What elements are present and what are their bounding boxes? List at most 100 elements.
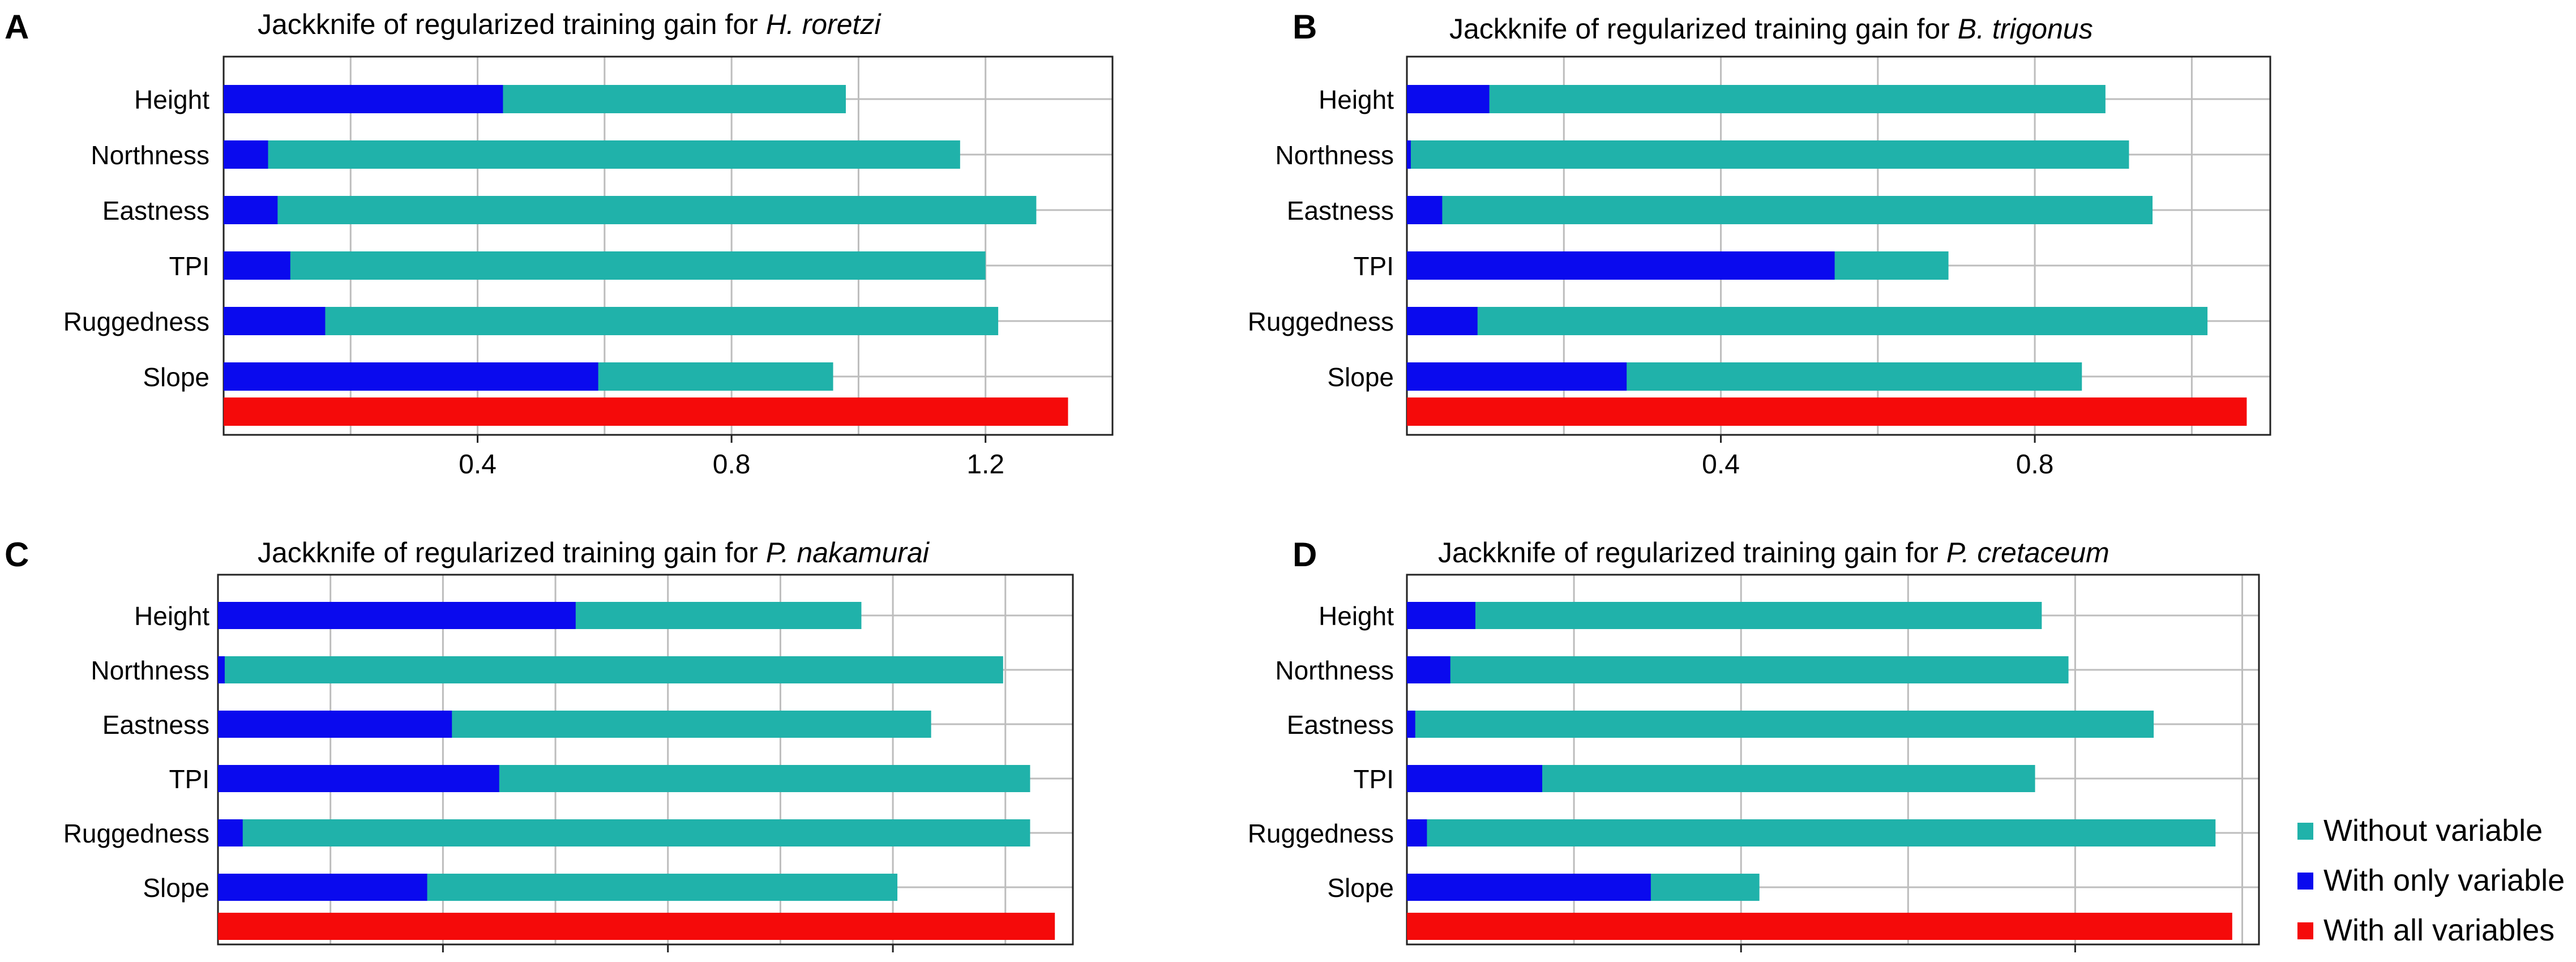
bar-without-ruggedness: [218, 819, 1030, 846]
category-label: TPI: [169, 764, 209, 794]
bar-with-all: [224, 397, 1068, 426]
legend: Without variable With only variable With a…: [2297, 814, 2565, 947]
bar-without-northness: [1407, 140, 2129, 169]
chart-panel-d: D Jackknife of regularized training gain …: [1248, 536, 2260, 962]
chart-title-prefix: Jackknife of regularized training gain f…: [258, 537, 766, 568]
bar-with-only-eastness: [1407, 711, 1415, 738]
plot-frame: [1406, 55, 2271, 436]
category-label: Ruggedness: [63, 819, 209, 848]
category-label: Northness: [91, 140, 209, 170]
legend-label: Without variable: [2323, 814, 2543, 848]
category-label: Height: [1319, 601, 1394, 631]
chart-title: Jackknife of regularized training gain f…: [258, 537, 930, 568]
x-tick-label: 0.2: [649, 959, 687, 962]
x-tick-label: 0.8: [2016, 450, 2054, 480]
category-label: Height: [134, 601, 209, 631]
bar-with-only-tpi: [218, 765, 499, 792]
bar-without-northness: [224, 140, 960, 169]
category-label: Northness: [1275, 656, 1394, 685]
category-label: Ruggedness: [63, 307, 209, 336]
bar-with-only-ruggedness: [218, 819, 243, 846]
chart-panel-c: C Jackknife of regularized training gain …: [5, 536, 1074, 962]
panel-label: C: [5, 536, 29, 574]
bar-without-ruggedness: [1407, 819, 2216, 846]
category-label: Eastness: [102, 710, 209, 739]
chart-panel-b: B Jackknife of regularized training gain …: [1248, 8, 2271, 480]
bar-without-ruggedness: [224, 307, 999, 335]
bar-with-only-height: [1407, 602, 1475, 629]
x-tick-label: 0.2: [1722, 959, 1760, 962]
legend-label: With all variables: [2323, 913, 2554, 947]
category-label: Ruggedness: [1248, 819, 1394, 848]
x-tick-label: 0.1: [424, 959, 462, 962]
legend-label: With only variable: [2323, 863, 2565, 897]
bar-with-only-northness: [224, 140, 268, 169]
bar-with-only-height: [218, 602, 576, 629]
chart-panel-a: A Jackknife of regularized training gain …: [5, 8, 1114, 480]
bar-without-eastness: [1407, 196, 2153, 224]
category-label: Eastness: [1287, 710, 1394, 739]
category-label: Eastness: [1287, 196, 1394, 225]
x-tick-label: 0.3: [874, 959, 912, 962]
chart-title: Jackknife of regularized training gain f…: [1438, 537, 2109, 568]
category-label: TPI: [169, 251, 209, 281]
bar-with-only-eastness: [218, 711, 452, 738]
chart-title-prefix: Jackknife of regularized training gain f…: [1449, 13, 1958, 45]
category-label: Northness: [91, 656, 209, 685]
bar-with-only-ruggedness: [1407, 819, 1427, 846]
bar-with-only-height: [224, 85, 503, 113]
bar-with-all: [1407, 397, 2247, 426]
bar-without-ruggedness: [1407, 307, 2208, 335]
category-label: Slope: [1327, 873, 1394, 903]
bar-with-only-height: [1407, 85, 1490, 113]
bar-with-only-slope: [218, 874, 427, 901]
bar-with-only-slope: [1407, 874, 1651, 901]
bar-with-only-eastness: [224, 196, 278, 224]
bar-with-only-tpi: [1407, 251, 1835, 280]
chart-title: Jackknife of regularized training gain f…: [1449, 13, 2093, 45]
plot-frame: [222, 55, 1114, 436]
bar-with-all: [218, 913, 1055, 940]
chart-panels: A Jackknife of regularized training gain …: [5, 8, 2271, 962]
chart-title-species: B. trigonus: [1958, 13, 2093, 45]
legend-swatch: [2297, 873, 2313, 890]
bar-with-only-tpi: [1407, 765, 1543, 792]
x-tick-label: 1.2: [966, 450, 1004, 480]
chart-title-species: P. cretaceum: [1946, 537, 2109, 568]
bar-with-only-ruggedness: [1407, 307, 1478, 335]
bar-with-only-slope: [1407, 362, 1627, 391]
category-label: Slope: [143, 362, 209, 392]
bar-without-northness: [218, 656, 1003, 683]
x-tick-label: 0.4: [1702, 450, 1740, 480]
panel-label: D: [1293, 536, 1317, 574]
x-tick-label: 0.8: [713, 450, 751, 480]
category-label: Slope: [1327, 362, 1394, 392]
category-label: Ruggedness: [1248, 307, 1394, 336]
x-tick-label: 0.4: [459, 450, 497, 480]
category-label: Height: [134, 85, 209, 114]
panel-label: A: [5, 8, 29, 46]
chart-title: Jackknife of regularized training gain f…: [258, 8, 882, 40]
bar-without-eastness: [1407, 711, 2154, 738]
legend-swatch: [2297, 922, 2313, 939]
bar-without-height: [1407, 85, 2106, 113]
category-label: Height: [1319, 85, 1394, 114]
bar-with-only-ruggedness: [224, 307, 326, 335]
category-label: Northness: [1275, 140, 1394, 170]
bar-with-only-northness: [218, 656, 225, 683]
bar-with-only-slope: [224, 362, 598, 391]
plot-frame: [217, 574, 1074, 946]
plot-frame: [1406, 574, 2260, 946]
category-label: TPI: [1353, 764, 1394, 794]
bar-with-only-northness: [1407, 140, 1411, 169]
category-label: TPI: [1353, 251, 1394, 281]
chart-title-species: P. nakamurai: [766, 537, 930, 568]
bar-with-only-eastness: [1407, 196, 1443, 224]
bar-with-only-tpi: [224, 251, 290, 280]
bar-with-all: [1407, 913, 2232, 940]
x-tick-label: 0.4: [2056, 959, 2094, 962]
chart-title-prefix: Jackknife of regularized training gain f…: [258, 8, 766, 40]
chart-title-prefix: Jackknife of regularized training gain f…: [1438, 537, 1946, 568]
category-label: Slope: [143, 873, 209, 903]
